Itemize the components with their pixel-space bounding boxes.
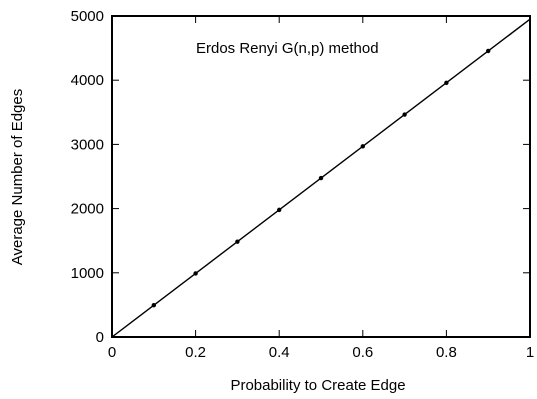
y-tick-label: 1000 <box>71 265 104 282</box>
data-point <box>318 175 324 181</box>
x-tick-label: 0 <box>108 344 116 361</box>
y-axis-label: Average Number of Edges <box>9 89 26 266</box>
data-point <box>235 239 240 244</box>
x-tick-label: 0.6 <box>352 344 373 361</box>
chart-annotation: Erdos Renyi G(n,p) method <box>196 40 379 57</box>
series-layer <box>111 18 531 338</box>
data-point <box>277 207 282 213</box>
y-tick-label: 5000 <box>71 8 104 25</box>
y-tick-label: 2000 <box>71 201 104 218</box>
plot-frame <box>111 15 531 338</box>
data-point <box>360 144 365 149</box>
data-point <box>486 48 491 54</box>
y-tick-label: 3000 <box>71 136 104 153</box>
x-tick-label: 1 <box>526 344 534 361</box>
data-point <box>444 80 449 85</box>
x-tick-label: 0.4 <box>269 344 290 361</box>
ticks-layer: 0 0.2 0.4 0.6 0.8 1 0 1000 2000 3000 4000 5000 <box>71 8 535 361</box>
y-tick-label: 0 <box>96 329 104 346</box>
data-point <box>193 271 198 276</box>
x-axis-label: Probability to Create Edge <box>230 377 405 394</box>
x-tick-label: 0.2 <box>185 344 206 361</box>
x-tick-label: 0.8 <box>436 344 457 361</box>
data-point <box>402 112 407 117</box>
y-tick-label: 4000 <box>71 72 104 89</box>
data-point <box>151 303 156 308</box>
